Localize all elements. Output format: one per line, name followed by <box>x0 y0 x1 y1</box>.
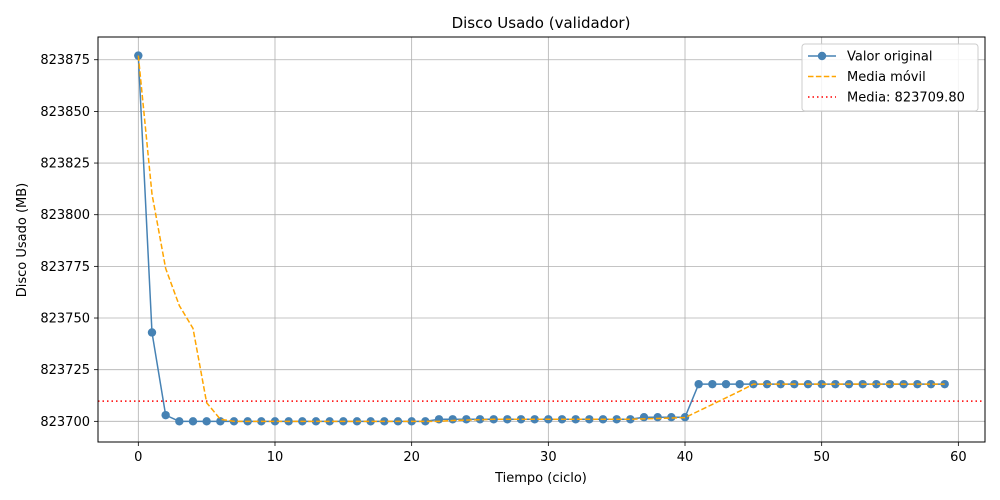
x-tick-label: 10 <box>267 450 284 465</box>
data-point <box>202 417 211 426</box>
x-tick-label: 20 <box>403 450 420 465</box>
legend-marker <box>817 51 827 61</box>
data-point <box>188 417 198 426</box>
data-point <box>735 379 744 389</box>
data-point <box>831 379 840 389</box>
data-point <box>708 379 717 389</box>
data-point <box>639 413 649 422</box>
data-point <box>134 51 143 60</box>
x-tick-label: 60 <box>950 450 967 465</box>
series-layer <box>98 51 985 426</box>
data-point <box>434 415 444 424</box>
x-tick-label: 40 <box>677 450 694 465</box>
x-axis-label: Tiempo (ciclo) <box>494 471 587 486</box>
y-tick-label: 823725 <box>40 363 90 378</box>
y-tick-label: 823800 <box>40 208 90 223</box>
data-point <box>421 417 430 426</box>
data-point <box>926 379 936 389</box>
data-point <box>311 417 321 426</box>
x-tick-label: 0 <box>134 450 142 465</box>
data-point <box>270 417 280 426</box>
data-point <box>448 415 457 424</box>
y-tick-label: 823700 <box>40 415 90 430</box>
y-tick-label: 823875 <box>40 53 90 68</box>
y-tick-label: 823825 <box>40 157 90 172</box>
data-point <box>516 415 526 424</box>
data-point <box>667 413 676 422</box>
y-axis-label: Disco Usado (MB) <box>15 183 30 298</box>
data-point <box>216 417 225 426</box>
data-point <box>694 379 703 389</box>
legend-label: Media: 823709.80 <box>847 91 965 106</box>
data-point <box>940 379 949 389</box>
legend-box <box>801 43 979 112</box>
y-tick-label: 823850 <box>40 105 90 120</box>
data-point <box>325 417 334 426</box>
data-point <box>161 410 170 420</box>
y-tick-label: 823750 <box>40 312 90 327</box>
x-tick-label: 50 <box>813 450 830 465</box>
data-point <box>175 417 184 426</box>
legend: Valor original Media móvil Media: 823709.8… <box>801 43 979 112</box>
y-axis-ticks: 823700 823725 823750 823775 823800 823825 8238… <box>40 53 98 430</box>
data-point <box>475 415 485 424</box>
chart-title: Disco Usado (validador) <box>452 14 631 32</box>
data-point <box>147 328 157 337</box>
data-point <box>626 415 635 424</box>
data-point <box>462 415 471 424</box>
series-line-media-movil <box>137 55 945 423</box>
x-tick-label: 30 <box>540 450 557 465</box>
data-point <box>721 379 731 389</box>
y-tick-label: 823775 <box>40 260 90 275</box>
data-point <box>571 415 580 424</box>
legend-label: Valor original <box>847 50 932 65</box>
data-point <box>872 379 881 389</box>
data-point <box>680 413 690 422</box>
data-point <box>366 417 375 426</box>
data-point <box>817 379 826 389</box>
data-point <box>776 379 785 389</box>
plot-frame <box>97 36 986 443</box>
data-point <box>653 413 662 422</box>
legend-label: Media móvil <box>847 70 926 85</box>
x-axis-ticks: 0 10 20 30 40 50 60 <box>134 442 967 465</box>
